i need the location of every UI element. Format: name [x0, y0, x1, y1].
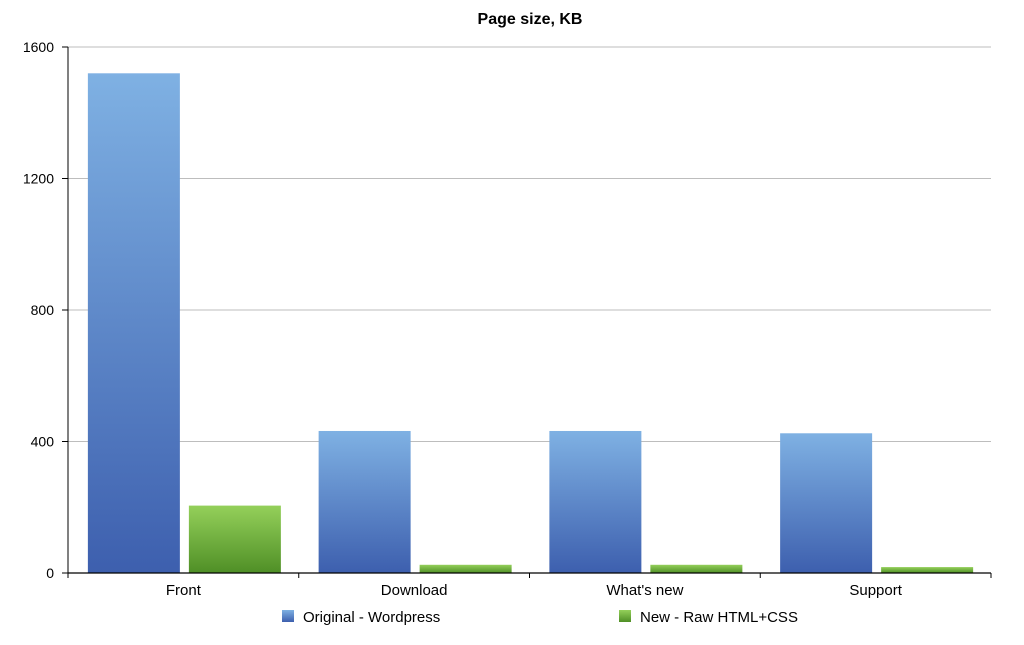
- bar-new-3: [881, 567, 974, 573]
- bar-new-0: [188, 505, 281, 573]
- y-axis: 0 400 800 1200 1600: [23, 39, 69, 581]
- legend-label: New - Raw HTML+CSS: [640, 609, 798, 626]
- y-tick-label: 800: [31, 302, 55, 318]
- x-axis: Front Download What's new Support: [67, 572, 992, 599]
- x-tick-label: Front: [166, 582, 202, 599]
- bar-new-1: [419, 564, 512, 573]
- legend: Original - Wordpress New - Raw HTML+CSS: [282, 609, 798, 626]
- bar-original-2: [549, 430, 642, 573]
- chart-title: Page size, KB: [478, 11, 583, 28]
- bar-original-0: [87, 73, 180, 574]
- legend-swatch: [619, 610, 631, 622]
- y-tick-label: 0: [46, 565, 54, 581]
- y-tick-label: 1200: [23, 171, 54, 187]
- legend-swatch: [282, 610, 294, 622]
- x-tick-label: Download: [381, 582, 448, 599]
- bars: [87, 73, 974, 574]
- y-tick-label: 400: [31, 434, 55, 450]
- y-tick-label: 1600: [23, 39, 54, 55]
- gridlines: [68, 46, 991, 442]
- legend-label: Original - Wordpress: [303, 609, 440, 626]
- x-tick-label: Support: [849, 582, 902, 599]
- bar-original-1: [318, 430, 411, 573]
- bar-new-2: [650, 564, 743, 573]
- x-tick-label: What's new: [606, 582, 683, 599]
- bar-original-3: [780, 433, 873, 573]
